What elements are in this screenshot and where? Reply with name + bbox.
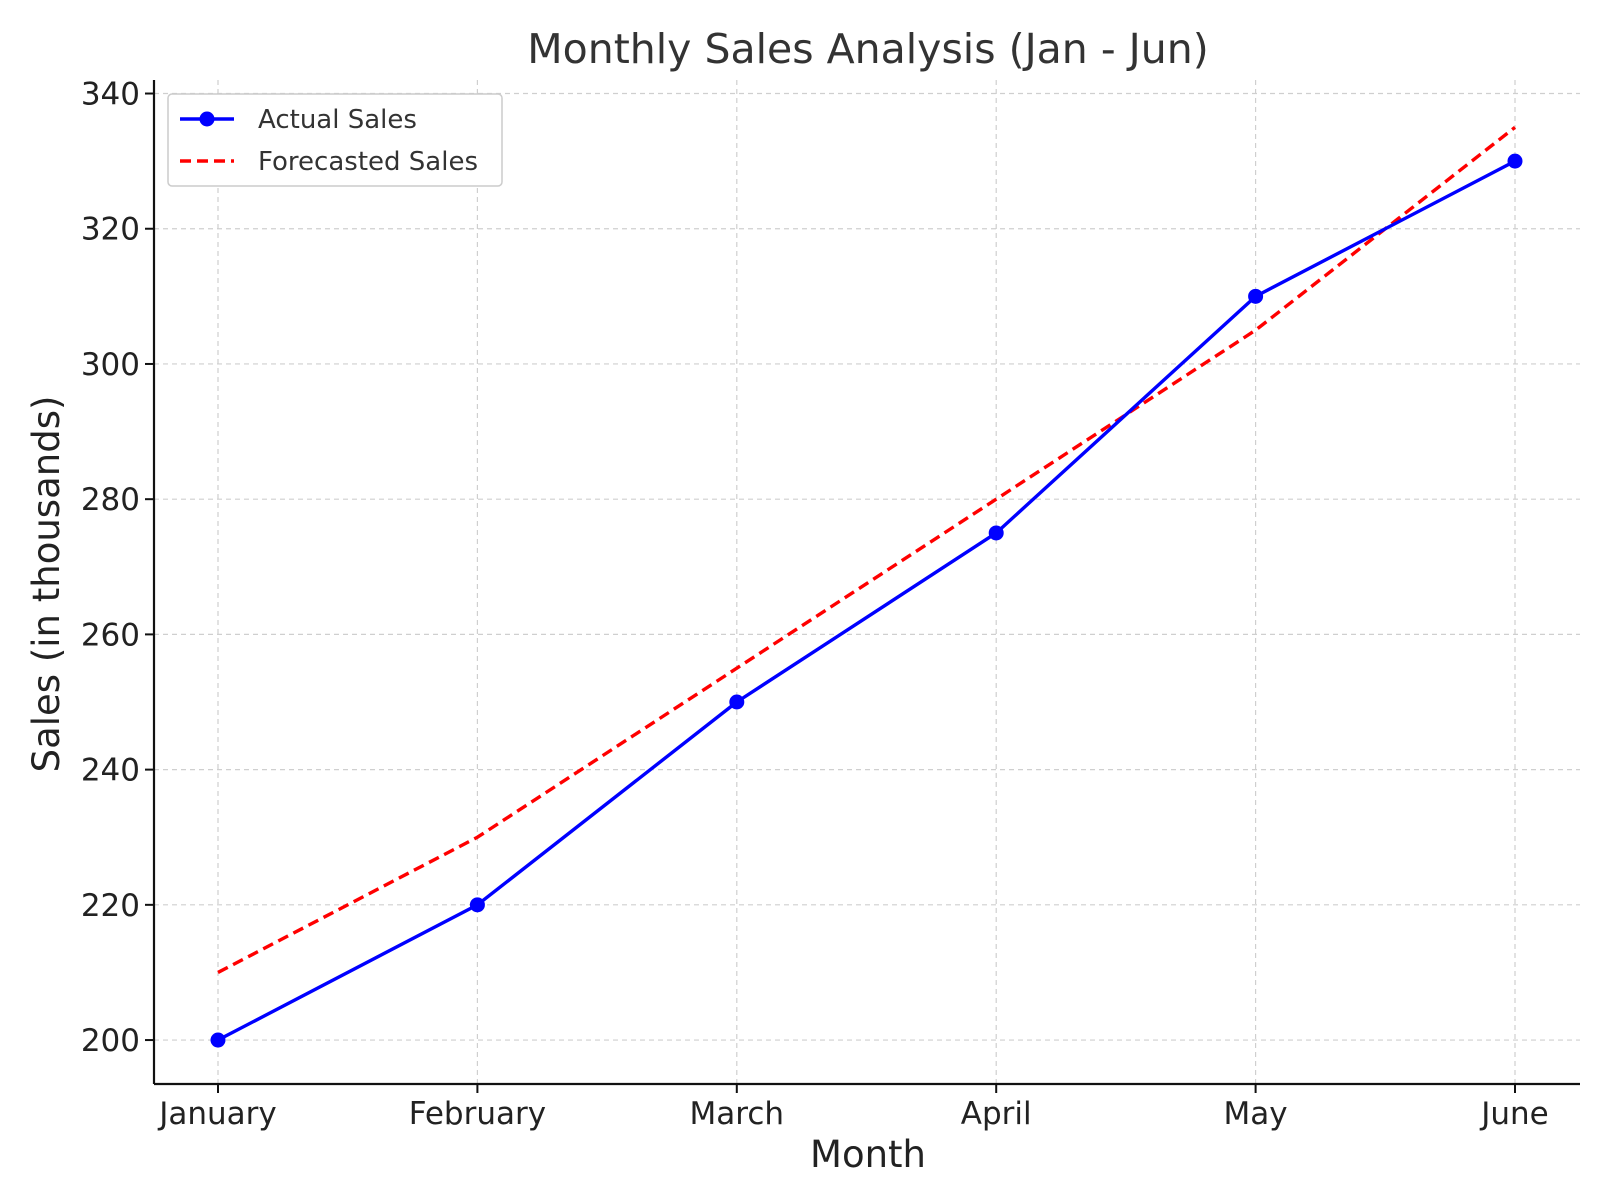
y-tick-label: 280 (81, 482, 140, 518)
y-tick-label: 260 (81, 617, 140, 653)
data-point-actual-sales (1507, 153, 1523, 169)
y-tick-label: 320 (81, 212, 140, 248)
series-line-forecasted-sales (217, 125, 1517, 974)
x-tick-label: March (690, 1096, 785, 1132)
legend: Actual Sales Forecasted Sales (167, 93, 503, 187)
legend-marker-actual-sales (199, 111, 215, 127)
legend-label-actual-sales: Actual Sales (258, 105, 417, 135)
series-line-actual-sales (217, 159, 1516, 1042)
axis-layer: 200 220 240 260 280 300 320 340 January February M… (81, 77, 1580, 1132)
grid-layer (154, 80, 1580, 1084)
data-point-actual-sales (210, 1032, 226, 1048)
x-tick-label: April (961, 1096, 1032, 1132)
x-tick-label: January (157, 1096, 277, 1132)
x-tick-label: May (1224, 1096, 1288, 1132)
y-axis-label: Sales (in thousands) (25, 396, 68, 773)
data-point-actual-sales (729, 694, 745, 710)
data-point-actual-sales (469, 897, 485, 913)
series-layer (210, 125, 1523, 1048)
y-tick-label: 220 (81, 888, 140, 924)
y-tick-label: 200 (81, 1023, 140, 1059)
x-tick-label: February (409, 1096, 546, 1132)
y-tick-label: 340 (81, 77, 140, 113)
data-point-actual-sales (1248, 288, 1264, 304)
legend-label-forecasted-sales: Forecasted Sales (258, 147, 478, 177)
y-tick-label: 300 (81, 347, 140, 383)
chart-title: Monthly Sales Analysis (Jan - Jun) (527, 25, 1208, 73)
legend-box (167, 93, 503, 187)
data-point-actual-sales (988, 525, 1004, 541)
y-tick-label: 240 (81, 753, 140, 789)
x-axis-label: Month (810, 1133, 926, 1176)
x-tick-label: June (1479, 1096, 1549, 1132)
